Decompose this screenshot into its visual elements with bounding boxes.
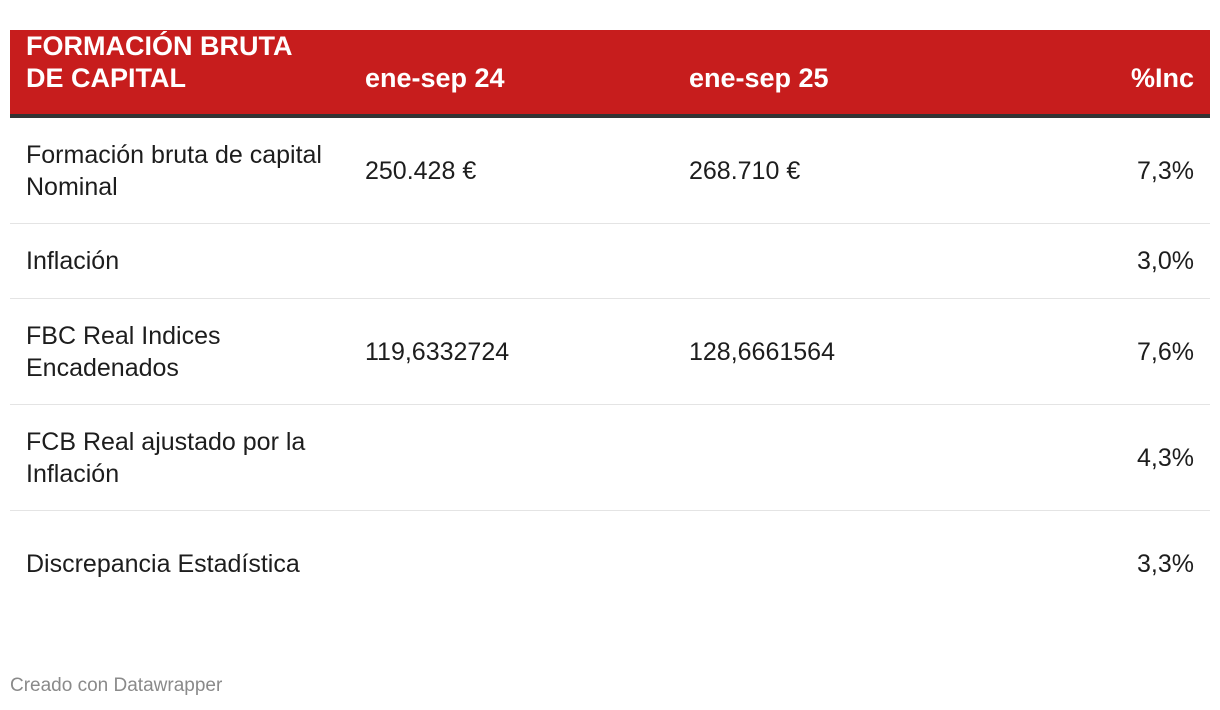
table-cell (349, 404, 673, 511)
row-label: FBC Real Indices Encadenados (10, 298, 349, 405)
table-cell: 4,3% (997, 404, 1210, 511)
table-cell (349, 223, 673, 299)
table-row: Discrepancia Estadística 3,3% (10, 511, 1210, 617)
row-label: FCB Real ajustado por la Inflación (10, 404, 349, 511)
credit-footer: Creado con Datawrapper (10, 675, 223, 696)
table-row: Inflación 3,0% (10, 223, 1210, 299)
table-row: FCB Real ajustado por la Inflación 4,3% (10, 404, 1210, 511)
data-table: FORMACIÓN BRUTA DE CAPITAL ene-sep 24 en… (10, 30, 1210, 616)
table-cell (673, 223, 997, 299)
row-label: Inflación (10, 223, 349, 299)
column-header: ene-sep 25 (673, 30, 997, 118)
column-header: FORMACIÓN BRUTA DE CAPITAL (10, 30, 349, 118)
table-cell (673, 511, 997, 617)
table-row: FBC Real Indices Encadenados 119,6332724… (10, 298, 1210, 405)
table-cell: 119,6332724 (349, 298, 673, 405)
table-cell: 3,3% (1137, 549, 1194, 578)
column-header: %Inc (997, 30, 1210, 118)
table-cell: 128,6661564 (673, 298, 997, 405)
table-cell: 7,6% (997, 298, 1210, 405)
table-cell (673, 404, 997, 511)
header-row: FORMACIÓN BRUTA DE CAPITAL ene-sep 24 en… (10, 30, 1210, 118)
row-label: Formación bruta de capital Nominal (10, 116, 349, 224)
table-cell (349, 511, 673, 617)
table-cell: 3,0% (997, 223, 1210, 299)
column-header: ene-sep 24 (349, 30, 673, 118)
row-label: Discrepancia Estadística (26, 549, 300, 578)
table-cell: 7,3% (997, 116, 1210, 224)
table-cell: 250.428 € (349, 116, 673, 224)
table-row: Formación bruta de capital Nominal 250.4… (10, 116, 1210, 224)
table-cell: 268.710 € (673, 116, 997, 224)
